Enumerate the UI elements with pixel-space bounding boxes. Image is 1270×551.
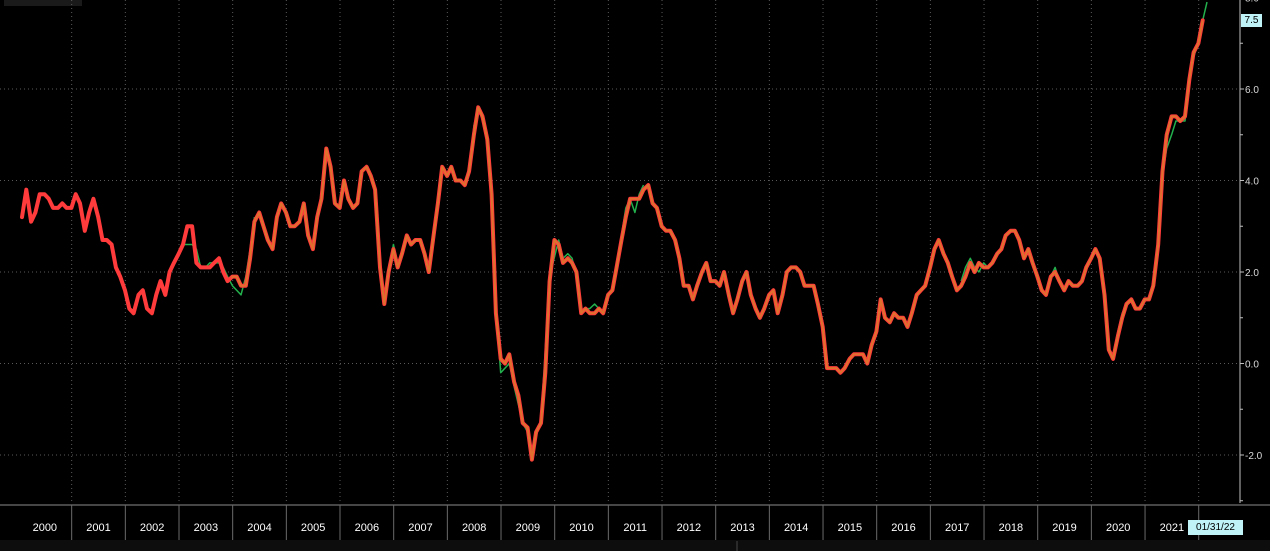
scrollbar-divider (736, 541, 738, 551)
y-tick-label: 8.0 (1245, 0, 1259, 5)
series-layer (20, 1, 1208, 462)
x-tick-label: 2008 (462, 522, 486, 534)
x-tick-label: 2011 (623, 522, 647, 534)
x-tick-label: 2000 (33, 522, 57, 534)
x-tick-label: 2010 (569, 522, 593, 534)
y-tick-label: 4.0 (1245, 177, 1259, 188)
x-tick-label: 2005 (301, 522, 325, 534)
x-tick-label: 2006 (355, 522, 379, 534)
y-axis: 8.0 6.0 4.0 2.0 0.0 -2.0 (1239, 0, 1263, 503)
last-value-badge: 7.5 (1241, 14, 1262, 27)
y-tick-label: 2.0 (1245, 268, 1259, 279)
y-tick-label: 0.0 (1245, 360, 1259, 371)
series-line-red (20, 18, 1205, 462)
horizontal-scrollbar[interactable] (0, 540, 1270, 551)
x-tick-label: 2018 (999, 522, 1023, 534)
series-line-green (183, 1, 1208, 456)
y-tick-label: 6.0 (1245, 85, 1259, 96)
x-tick-label: 2019 (1052, 522, 1076, 534)
x-tick-label: 2020 (1106, 522, 1130, 534)
x-tick-label: 2016 (891, 522, 915, 534)
x-tick-label: 2017 (945, 522, 969, 534)
x-tick-label: 2003 (194, 522, 218, 534)
x-tick-label: 2014 (784, 522, 808, 534)
x-tick-label: 2015 (838, 522, 862, 534)
y-tick-label: -2.0 (1245, 451, 1263, 462)
x-tick-label: 2004 (247, 522, 271, 534)
grid-layer (0, 0, 1240, 503)
last-date-badge: 01/31/22 (1188, 520, 1243, 535)
x-tick-label: 2013 (730, 522, 754, 534)
x-tick-label: 2007 (408, 522, 432, 534)
x-tick-label: 2021 (1160, 522, 1184, 534)
x-axis: 2000 2001 2002 2003 2004 2005 2006 2007 2008 2009… (0, 504, 1270, 540)
x-tick-label: 2012 (677, 522, 701, 534)
x-tick-label: 2009 (516, 522, 540, 534)
top-left-tab[interactable] (4, 0, 82, 6)
x-tick-label: 2002 (140, 522, 164, 534)
x-tick-label: 2001 (86, 522, 110, 534)
series-line-overlap (231, 20, 1204, 461)
